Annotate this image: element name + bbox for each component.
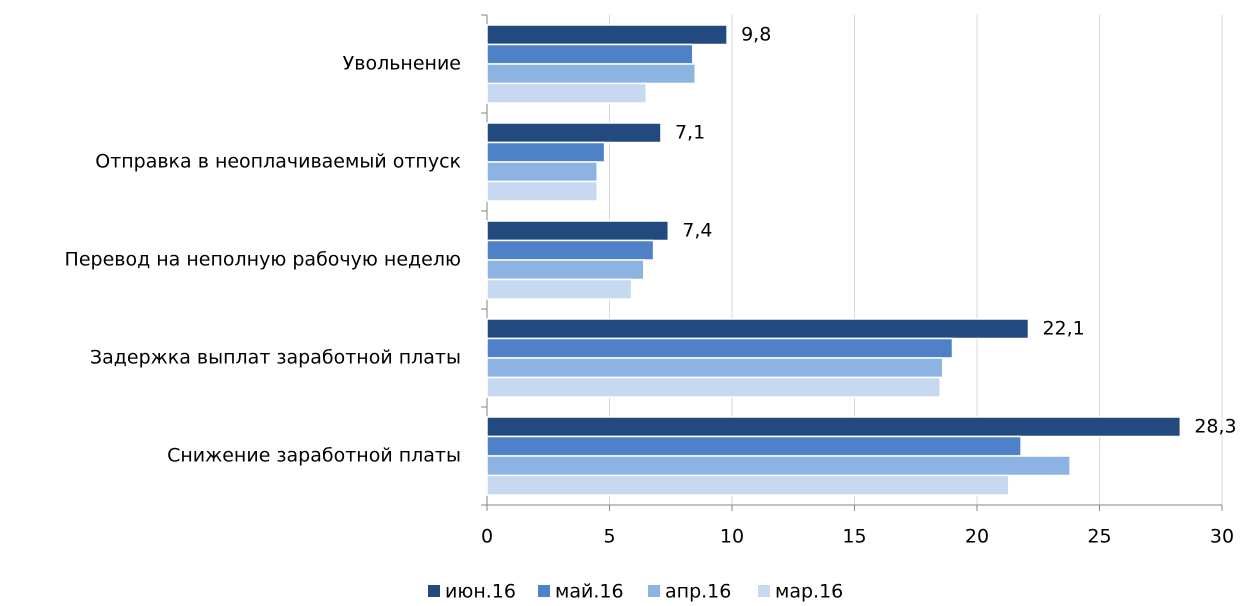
- legend-swatch: [758, 585, 770, 597]
- bar: [486, 141, 606, 163]
- data-label: 28,3: [1194, 415, 1236, 437]
- legend-swatch: [428, 585, 440, 597]
- data-label: 7,4: [682, 219, 712, 241]
- legend-swatch: [648, 585, 660, 597]
- bar: [486, 376, 941, 398]
- bar: [486, 122, 662, 144]
- x-tick-label: 0: [481, 526, 493, 548]
- bar: [486, 43, 694, 65]
- y-tick-label: Задержка выплат заработной платы: [90, 347, 461, 369]
- legend-label: мар.16: [775, 581, 843, 603]
- bar: [486, 416, 1182, 438]
- y-tick-label: Снижение заработной платы: [167, 445, 461, 467]
- legend-label: июн.16: [445, 581, 516, 603]
- x-tick-label: 25: [1087, 526, 1111, 548]
- x-tick-label: 30: [1210, 526, 1234, 548]
- legend-swatch: [538, 585, 550, 597]
- data-label: 22,1: [1042, 317, 1084, 339]
- x-tick-label: 5: [603, 526, 615, 548]
- bar: [486, 357, 944, 379]
- legend-label: апр.16: [665, 581, 731, 603]
- bar: [486, 82, 647, 104]
- bar: [486, 239, 655, 261]
- data-label: 9,8: [741, 23, 771, 45]
- bar: [486, 259, 645, 281]
- data-label: 7,1: [675, 121, 705, 143]
- x-tick-label: 20: [965, 526, 989, 548]
- bar: [486, 318, 1030, 340]
- bar: [486, 435, 1022, 457]
- bar: [486, 220, 670, 242]
- bar: [486, 337, 954, 359]
- x-tick-label: 15: [842, 526, 866, 548]
- y-tick-label: Увольнение: [343, 53, 461, 75]
- bar: [486, 278, 633, 300]
- bar: [486, 63, 696, 85]
- bar: [486, 24, 728, 46]
- y-tick-label: Перевод на неполную рабочую неделю: [65, 249, 461, 271]
- bar: [486, 474, 1010, 496]
- bar: [486, 180, 598, 202]
- x-tick-label: 10: [720, 526, 744, 548]
- bar: [486, 161, 598, 183]
- y-tick-label: Отправка в неоплачиваемый отпуск: [95, 151, 461, 173]
- legend-label: май.16: [555, 581, 624, 603]
- bar: [486, 455, 1071, 477]
